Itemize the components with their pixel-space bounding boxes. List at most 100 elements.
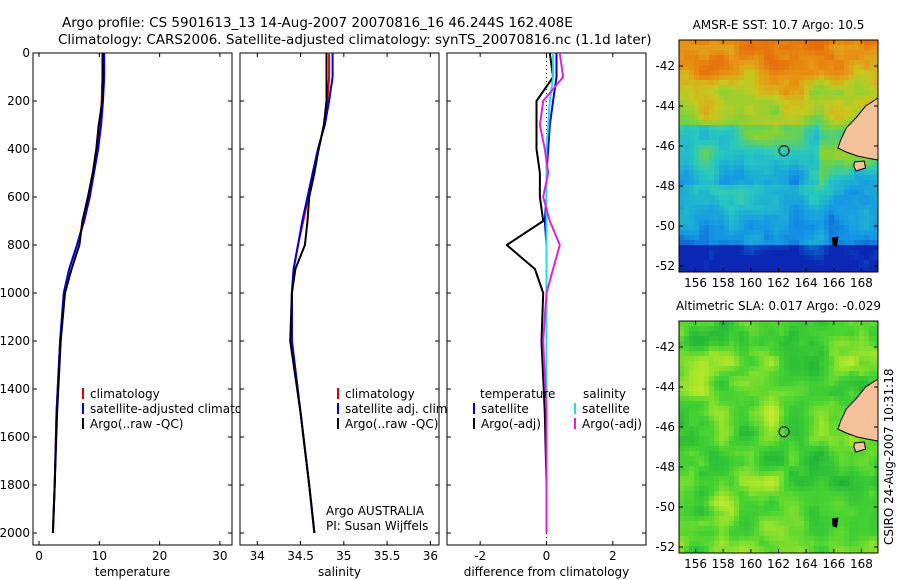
map-cell	[679, 376, 684, 381]
map-cell	[734, 240, 739, 245]
map-cell	[834, 551, 839, 553]
map-cell	[719, 376, 724, 381]
map-cell	[824, 230, 829, 235]
map-cell	[764, 170, 769, 175]
map-cell	[799, 391, 804, 396]
map-cell	[709, 60, 714, 65]
map-cell	[679, 245, 684, 250]
map-cell	[789, 386, 794, 391]
map-cell	[679, 421, 684, 426]
map-cell	[779, 436, 784, 441]
map-cell	[724, 376, 729, 381]
map-cell	[814, 406, 819, 411]
map-cell	[829, 70, 834, 75]
map-cell	[734, 135, 739, 140]
map-cell	[789, 160, 794, 165]
map-cell	[864, 551, 869, 553]
map-cell	[804, 100, 809, 105]
map-cell	[689, 446, 694, 451]
map-cell	[804, 85, 809, 90]
map-cell	[719, 245, 724, 250]
map-cell	[819, 321, 824, 326]
map-cell	[729, 185, 734, 190]
map-cell	[774, 376, 779, 381]
map-cell	[839, 376, 844, 381]
map-cell	[724, 265, 729, 270]
map-cell	[779, 376, 784, 381]
map-cell	[749, 461, 754, 466]
map-cell	[779, 90, 784, 95]
map-cell	[834, 140, 839, 145]
map-cell	[719, 391, 724, 396]
map-cell	[779, 431, 784, 436]
map-cell	[684, 411, 689, 416]
map-cell	[754, 150, 759, 155]
map-cell	[834, 426, 839, 431]
map-cell	[729, 230, 734, 235]
map-cell	[679, 361, 684, 366]
map-cell	[714, 190, 719, 195]
map-cell	[809, 346, 814, 351]
map-cell	[759, 220, 764, 225]
map-cell	[864, 175, 869, 180]
map-cell	[734, 486, 739, 491]
map-cell	[794, 140, 799, 145]
map-cell	[814, 170, 819, 175]
map-cell	[779, 75, 784, 80]
map-cell	[779, 466, 784, 471]
map-cell	[734, 546, 739, 551]
map-cell	[854, 75, 859, 80]
map-cell	[769, 45, 774, 50]
map-cell	[829, 255, 834, 260]
map-cell	[824, 496, 829, 501]
map-cell	[679, 65, 684, 70]
map-cell	[689, 185, 694, 190]
map-cell	[784, 381, 789, 386]
map-cell	[779, 95, 784, 100]
map-cell	[799, 371, 804, 376]
map-cell	[709, 446, 714, 451]
map-cell	[734, 95, 739, 100]
map-cell	[689, 336, 694, 341]
map-cell	[699, 110, 704, 115]
map-cell	[839, 270, 844, 272]
map-cell	[759, 351, 764, 356]
map-cell	[804, 210, 809, 215]
map-cell	[824, 75, 829, 80]
map-cell	[844, 481, 849, 486]
map-cell	[779, 501, 784, 506]
map-cell	[774, 506, 779, 511]
map-cell	[834, 130, 839, 135]
map-cell	[719, 200, 724, 205]
map-cell	[844, 185, 849, 190]
map-cell	[694, 501, 699, 506]
map-cell	[804, 185, 809, 190]
map-cell	[864, 225, 869, 230]
map-cell	[799, 115, 804, 120]
map-cell	[829, 326, 834, 331]
map-cell	[694, 75, 699, 80]
map-title: Altimetric SLA: 0.017 Argo: -0.029	[676, 299, 881, 313]
map-cell	[779, 476, 784, 481]
map-cell	[724, 235, 729, 240]
map-cell	[834, 175, 839, 180]
map-cell	[739, 205, 744, 210]
map-cell	[799, 190, 804, 195]
map-cell	[819, 441, 824, 446]
map-cell	[759, 245, 764, 250]
map-cell	[824, 466, 829, 471]
map-cell	[789, 120, 794, 125]
map-cell	[839, 50, 844, 55]
map-cell	[804, 190, 809, 195]
map-cell	[759, 125, 764, 130]
map-cell	[869, 60, 874, 65]
map-cell	[709, 50, 714, 55]
map-cell	[759, 175, 764, 180]
map-cell	[694, 95, 699, 100]
map-cell	[754, 235, 759, 240]
map-title: AMSR-E SST: 10.7 Argo: 10.5	[693, 18, 865, 32]
map-cell	[684, 185, 689, 190]
map-cell	[684, 436, 689, 441]
map-cell	[819, 200, 824, 205]
map-cell	[784, 451, 789, 456]
